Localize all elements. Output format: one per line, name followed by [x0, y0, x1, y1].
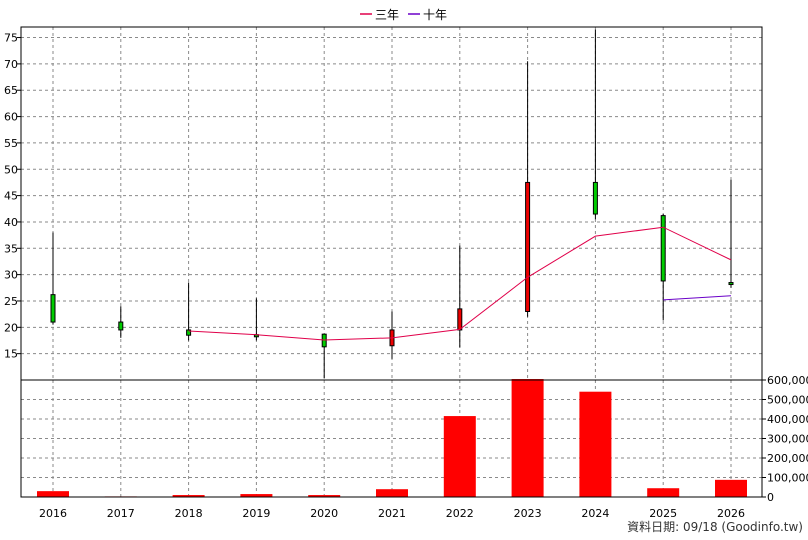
- moving-average-lines: [188, 226, 732, 341]
- footer-source: 資料日期: 09/18 (Goodinfo.tw): [627, 520, 803, 534]
- volume-tick-label: 500,000: [767, 394, 808, 407]
- candle-body-2025: [660, 215, 666, 282]
- volume-plot-frame: [20, 379, 763, 498]
- volume-bar-2024: [579, 391, 612, 497]
- candle-body-2022: [457, 308, 463, 331]
- x-tick-label: 2023: [514, 507, 542, 520]
- x-tick-label: 2019: [242, 507, 270, 520]
- volume-bar-2016: [37, 491, 69, 497]
- price-axis-ticks: 15 20 25 30 35 40 45 50 55 60 65 70 75: [4, 32, 21, 361]
- legend: 三年 十年: [360, 8, 447, 22]
- price-tick-label: 15: [4, 348, 18, 361]
- volume-bar-2018: [172, 495, 205, 497]
- volume-bar-2026: [715, 479, 747, 497]
- x-tick-label: 2025: [649, 507, 677, 520]
- x-tick-label: 2020: [310, 507, 338, 520]
- price-tick-label: 75: [4, 32, 18, 45]
- price-tick-label: 30: [4, 269, 18, 282]
- series-line-ten-year: [663, 295, 732, 301]
- x-tick-label: 2022: [446, 507, 474, 520]
- price-tick-label: 65: [4, 84, 18, 97]
- volume-bar-2023: [511, 379, 544, 497]
- volume-tick-label: 0: [767, 491, 774, 504]
- candle-body-2017: [118, 321, 124, 331]
- x-tick-label: 2024: [581, 507, 609, 520]
- candle-body-2018: [186, 329, 192, 336]
- x-tick-label: 2021: [378, 507, 406, 520]
- volume-tick-label: 600,000: [767, 374, 808, 387]
- price-tick-label: 25: [4, 295, 18, 308]
- candle-body-2016: [50, 294, 56, 323]
- x-tick-label: 2018: [175, 507, 203, 520]
- price-tick-label: 60: [4, 111, 18, 124]
- x-axis-ticks: 2016 2017 2018 2019 2020 2021 2022 2023 2024 2025…: [39, 507, 745, 520]
- price-tick-label: 70: [4, 58, 18, 71]
- candle-body-2024: [592, 181, 598, 215]
- x-tick-label: 2026: [717, 507, 745, 520]
- price-tick-label: 40: [4, 216, 18, 229]
- x-tick-label: 2017: [107, 507, 135, 520]
- volume-tick-label: 300,000: [767, 433, 808, 446]
- price-tick-label: 50: [4, 163, 18, 176]
- legend-label: 十年: [423, 8, 447, 22]
- price-tick-label: 55: [4, 137, 18, 150]
- candle-body-2020: [321, 333, 327, 348]
- candle-body-2026: [728, 282, 734, 286]
- volume-tick-label: 400,000: [767, 413, 808, 426]
- volume-bar-2019: [240, 494, 273, 497]
- series-line-three-year: [188, 226, 732, 341]
- price-tick-label: 45: [4, 190, 18, 203]
- volume-axis-ticks: 0 100,000 200,000 300,000 400,000 500,000 600,…: [762, 374, 808, 504]
- volume-bar-2025: [647, 488, 680, 497]
- legend-label: 三年: [375, 8, 399, 22]
- volume-grid: [21, 379, 762, 498]
- price-tick-label: 20: [4, 321, 18, 334]
- volume-bar-2020: [308, 495, 341, 497]
- volume-bar-2021: [376, 489, 408, 497]
- volume-tick-label: 200,000: [767, 452, 808, 465]
- volume-bars: [37, 379, 747, 498]
- volume-bar-2022: [443, 416, 476, 497]
- x-tick-label: 2016: [39, 507, 67, 520]
- candle-body-2023: [525, 181, 531, 313]
- volume-tick-label: 100,000: [767, 472, 808, 485]
- price-tick-label: 35: [4, 242, 18, 255]
